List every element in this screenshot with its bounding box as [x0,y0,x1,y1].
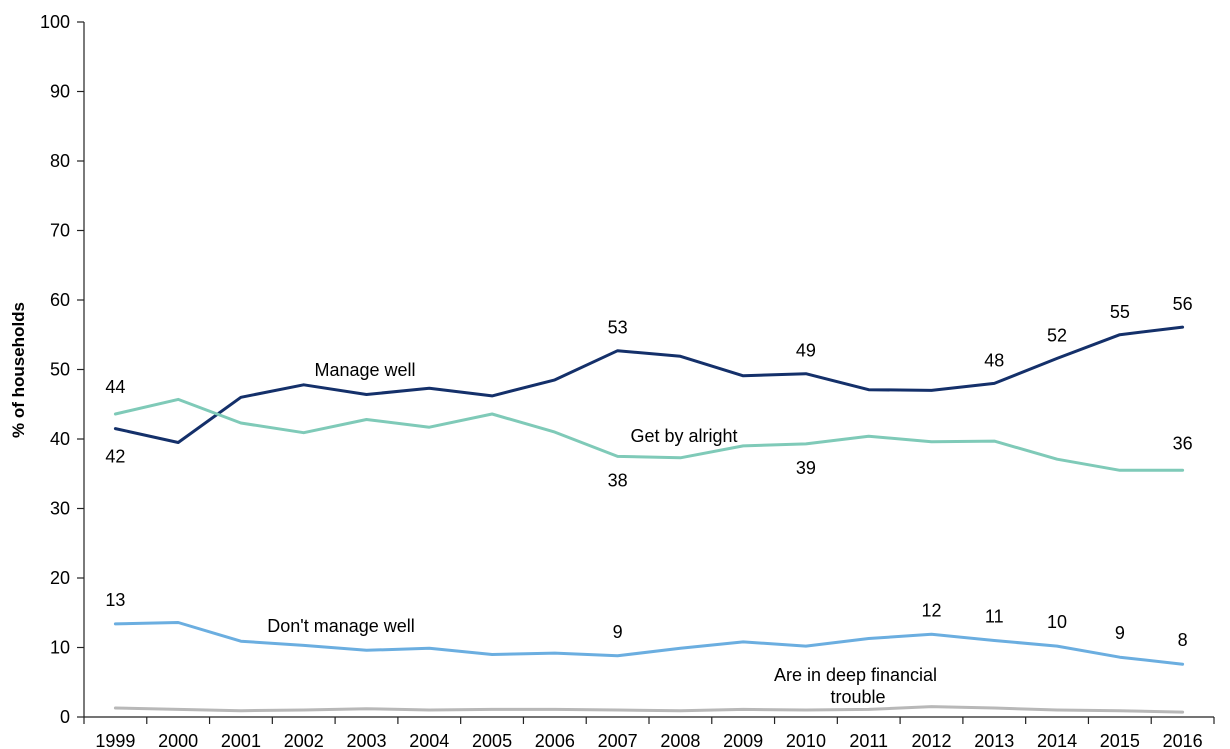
x-ticks: 1999 2000 2001 2002 2003 2004 2005 2006 2007 2008… [83,717,1215,749]
series-label-manage-well: Manage well [314,360,415,380]
y-axis-title: % of households [9,302,28,438]
data-label: 56 [1173,294,1193,314]
x-tick-label: 2003 [346,731,386,749]
y-tick-label: 20 [50,568,70,588]
y-tick-label: 50 [50,360,70,380]
y-tick-label: 90 [50,82,70,102]
series-labels: Manage well Get by alright Don't manage … [267,360,942,707]
x-tick-label: 1999 [95,731,135,749]
x-tick-label: 2016 [1163,731,1203,749]
data-label: 52 [1047,325,1067,345]
x-tick-label: 2012 [911,731,951,749]
series-label-line-2: trouble [830,687,885,707]
x-tick-label: 2000 [158,731,198,749]
x-tick-label: 2015 [1100,731,1140,749]
data-label: 9 [1115,623,1125,643]
y-tick-label: 100 [40,12,70,32]
data-label: 49 [796,341,816,361]
series-label-line-1: Are in deep financial [774,665,937,685]
y-ticks: 0 10 20 30 40 50 60 70 80 90 100 [40,12,84,727]
series-line-get-by-alright [113,397,1185,472]
x-tick-label: 2005 [472,731,512,749]
x-tick-label: 2002 [284,731,324,749]
axes [83,22,1214,718]
data-label: 55 [1110,302,1130,322]
data-label: 42 [105,447,125,467]
series-line-are-in-deep-financial-trouble [113,705,1185,714]
data-label: 48 [984,350,1004,370]
data-label: 10 [1047,612,1067,632]
data-label: 44 [105,377,125,397]
data-labels: 42 53 49 48 52 55 56 44 38 39 36 13 9 12 11 10 9 8 [105,294,1192,650]
series-line-manage-well [113,325,1185,444]
x-tick-label: 2013 [974,731,1014,749]
x-tick-label: 2004 [409,731,449,749]
x-tick-label: 2009 [723,731,763,749]
y-tick-label: 10 [50,638,70,658]
data-label: 11 [985,607,1004,627]
data-label: 38 [608,470,628,490]
y-tick-label: 80 [50,151,70,171]
series-line-don-t-manage-well [113,621,1185,666]
x-tick-label: 2011 [849,731,888,749]
y-tick-label: 0 [60,707,70,727]
y-tick-label: 60 [50,290,70,310]
data-label: 36 [1173,433,1193,453]
x-tick-label: 2010 [786,731,826,749]
x-tick-label: 2008 [660,731,700,749]
series-lines [113,325,1185,714]
data-label: 8 [1178,630,1188,650]
series-label-dont-manage-well: Don't manage well [267,616,415,636]
series-label-deep-financial-trouble: Are in deep financial trouble [774,665,942,707]
x-tick-label: 2006 [535,731,575,749]
data-label: 12 [921,600,941,620]
data-label: 13 [105,590,125,610]
data-label: 9 [613,622,623,642]
x-tick-label: 2007 [598,731,638,749]
y-tick-label: 40 [50,429,70,449]
series-label-get-by-alright: Get by alright [630,426,737,446]
data-label: 53 [608,318,628,338]
x-tick-label: 2014 [1037,731,1077,749]
y-tick-label: 70 [50,221,70,241]
x-tick-label: 2001 [221,731,261,749]
data-label: 39 [796,458,816,478]
y-tick-label: 30 [50,499,70,519]
